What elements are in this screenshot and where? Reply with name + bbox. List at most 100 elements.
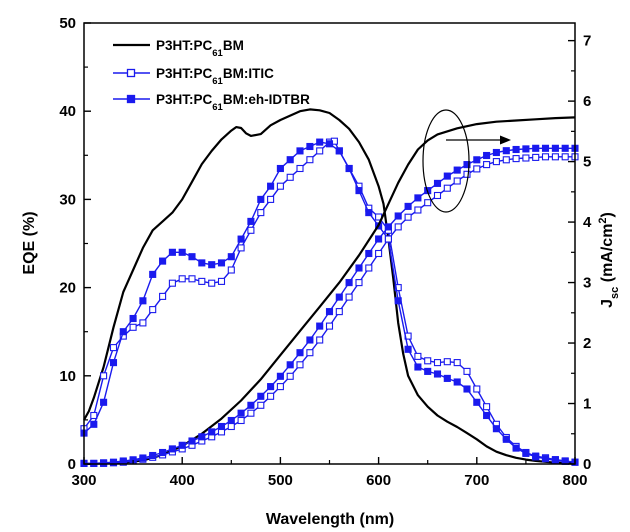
series-2-point-2: [100, 398, 108, 406]
series-1-point-12: [198, 277, 206, 285]
series-4-point-41: [483, 161, 491, 169]
series-2-point-7: [149, 270, 157, 278]
x-tick-label-400: 400: [170, 472, 195, 489]
series-4-point-18: [257, 401, 265, 409]
series-3-line: [83, 116, 576, 466]
series-1-point-35: [414, 352, 422, 360]
series-2-point-15: [227, 253, 235, 261]
series-5-point-44: [512, 145, 520, 154]
y-right-tick-label-7: 7: [583, 33, 591, 50]
y-right-title-main: J: [599, 299, 616, 308]
series-4-point-28: [355, 279, 363, 287]
series-5-point-6: [139, 454, 147, 462]
series-4-point-27: [345, 293, 353, 301]
series-4-point-37: [443, 184, 451, 192]
series-5-point-22: [296, 349, 304, 357]
series-1-point-1: [90, 411, 98, 420]
series-1-point-42: [483, 403, 491, 411]
series-5-point-38: [453, 166, 461, 174]
y-left-tick-label-0: 0: [68, 456, 76, 473]
series-4-point-17: [247, 409, 255, 417]
series-1-point-19: [267, 195, 275, 203]
series-2-point-42: [492, 425, 500, 433]
series-1-point-10: [178, 275, 186, 283]
series-5-point-8: [159, 448, 167, 457]
series-2-point-22: [296, 147, 304, 155]
series-2-point-38: [453, 378, 461, 386]
legend-1-rest: BM: [223, 38, 244, 53]
series-2-point-18: [257, 195, 265, 203]
legend-3-sub: 61: [212, 102, 223, 113]
series-1-point-9: [168, 279, 176, 287]
series-5-point-49: [561, 144, 569, 152]
series-4-point-38: [453, 177, 461, 185]
series-2-point-19: [267, 182, 275, 190]
series-2-point-41: [483, 411, 491, 420]
series-0: [83, 108, 576, 465]
chart-marks: [80, 108, 579, 467]
series-2-point-13: [208, 261, 216, 269]
legend: P3HT:PC61BM P3HT:PC61BM:ITIC P3HT:PC61BM…: [113, 38, 310, 113]
series-4-point-46: [532, 153, 540, 161]
series-5-point-30: [375, 235, 383, 243]
y-left-tick-label-20: 20: [59, 280, 76, 297]
series-1-point-16: [237, 244, 245, 252]
series-4-point-33: [404, 213, 412, 221]
series-5-point-18: [257, 392, 265, 400]
series-5-point-34: [414, 194, 422, 202]
series-2: [80, 138, 579, 466]
series-1-point-40: [463, 367, 471, 375]
series-4-point-16: [237, 416, 245, 425]
series-5-point-39: [463, 161, 471, 169]
series-5-point-2: [100, 459, 108, 467]
series-2-point-14: [217, 259, 226, 267]
series-1-point-8: [159, 292, 167, 300]
series-1-point-21: [286, 173, 294, 181]
series-5-point-45: [522, 145, 530, 153]
series-1-point-24: [316, 147, 324, 155]
series-1-point-36: [424, 357, 432, 365]
series-5-point-31: [384, 223, 392, 231]
series-4-point-22: [296, 361, 304, 369]
series-2-point-33: [404, 345, 412, 353]
series-2-point-39: [463, 385, 471, 393]
series-2-point-47: [541, 455, 550, 463]
series-4-point-23: [306, 349, 314, 357]
series-2-point-29: [365, 209, 373, 217]
series-2-point-9: [168, 248, 176, 256]
series-5-point-14: [217, 422, 226, 431]
series-2-point-8: [159, 257, 167, 265]
series-4-point-39: [463, 170, 471, 178]
series-4-point-31: [384, 235, 392, 243]
series-4-point-36: [433, 191, 442, 200]
series-5-point-47: [541, 144, 550, 152]
y-left-tick-label-30: 30: [59, 191, 76, 208]
series-5-point-24: [316, 322, 324, 330]
series-2-point-26: [335, 147, 343, 155]
legend-3-base: P3HT:PC: [156, 92, 213, 107]
series-2-point-4: [119, 328, 127, 336]
series-1-point-39: [453, 359, 461, 367]
series-2-point-36: [433, 370, 442, 378]
series-2-point-43: [502, 435, 510, 443]
series-4-point-19: [267, 392, 275, 400]
series-2-point-16: [237, 235, 245, 243]
series-2-point-45: [522, 449, 530, 457]
series-5-point-37: [443, 172, 451, 180]
series-5-line: [84, 147, 575, 465]
series-1-point-3: [109, 344, 118, 352]
series-5-point-40: [473, 156, 481, 164]
series-5-point-16: [237, 409, 245, 417]
series-1-point-13: [208, 279, 216, 287]
series-1-point-18: [257, 209, 265, 217]
series-5-point-26: [335, 293, 343, 301]
series-1-point-7: [149, 306, 157, 314]
series-5-point-7: [149, 451, 157, 460]
series-1-point-37: [433, 359, 442, 367]
y-left-axis-title: EQE (%): [21, 211, 38, 274]
y-right-axis-title: Jsc (mA/cm2): [597, 212, 621, 308]
series-1-point-23: [306, 156, 314, 164]
series-2-point-27: [345, 164, 353, 173]
y-right-tick-label-3: 3: [583, 275, 591, 292]
